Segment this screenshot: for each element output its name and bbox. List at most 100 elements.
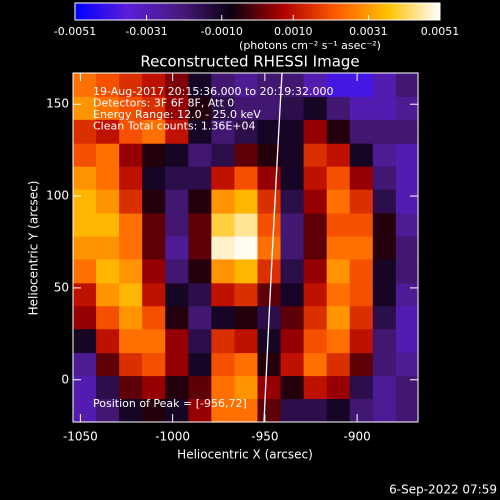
heatmap-cell <box>73 166 97 191</box>
heatmap-cell <box>395 376 419 400</box>
heatmap-cell <box>165 189 189 215</box>
heatmap-cell <box>142 213 166 238</box>
heatmap-cell <box>280 376 305 400</box>
heatmap-cell <box>303 236 328 261</box>
plot-frame <box>72 72 419 423</box>
heatmap-cell <box>257 166 282 191</box>
heatmap-cell <box>234 283 259 307</box>
heatmap-cell <box>211 119 236 145</box>
heatmap-cell <box>257 329 282 354</box>
heatmap-cell <box>211 399 236 423</box>
heatmap-cell <box>326 73 351 98</box>
heatmap-cell <box>372 236 397 261</box>
heatmap-cell <box>165 143 189 168</box>
heatmap-cell <box>303 283 328 307</box>
heatmap-cell <box>303 96 328 121</box>
heatmap-cell <box>96 236 120 261</box>
heatmap-cell <box>326 283 351 307</box>
y-tick-label: 150 <box>46 97 69 111</box>
heatmap-cell <box>349 376 374 400</box>
heatmap-cell <box>73 143 97 168</box>
heatmap-cell <box>326 213 351 238</box>
heatmap-cell <box>234 236 259 261</box>
heatmap-cell <box>280 236 305 261</box>
heatmap-cell <box>211 96 236 121</box>
heatmap-cell <box>349 306 374 330</box>
heatmap-cell <box>119 189 143 215</box>
heatmap-cell <box>395 213 419 238</box>
heatmap-cell <box>234 73 259 98</box>
heatmap-cell <box>372 143 397 168</box>
heatmap-cell <box>234 213 259 238</box>
heatmap-cell <box>188 353 212 377</box>
heatmap-cell <box>142 166 166 191</box>
heatmap-cell <box>372 166 397 191</box>
heatmap-cell <box>73 259 97 284</box>
heatmap-cell <box>119 399 143 423</box>
heatmap-cell <box>142 96 166 121</box>
heatmap-cell <box>142 399 166 423</box>
heatmap-cell <box>211 283 236 307</box>
heatmap-cell <box>142 376 166 400</box>
heatmap-cell <box>211 189 236 215</box>
heatmap-cell <box>372 306 397 330</box>
heatmap-cell <box>349 119 374 145</box>
heatmap-cell <box>303 376 328 400</box>
colorbar-tick-label: -0.0051 <box>54 25 96 38</box>
heatmap-cell <box>96 376 120 400</box>
heatmap-cell <box>349 236 374 261</box>
heatmap-cell <box>119 73 143 98</box>
heatmap-cell <box>395 306 419 330</box>
x-axis-label: Heliocentric X (arcsec) <box>177 448 313 462</box>
heatmap-cell <box>280 189 305 215</box>
heatmap-cell <box>211 213 236 238</box>
heatmap-cell <box>73 189 97 215</box>
heatmap-cell <box>119 213 143 238</box>
heatmap-cell <box>211 353 236 377</box>
heatmap-cell <box>372 189 397 215</box>
heatmap-cell <box>395 143 419 168</box>
heatmap-cell <box>280 119 305 145</box>
heatmap-cell <box>326 353 351 377</box>
heatmap-cell <box>234 119 259 145</box>
heatmap-cell <box>349 353 374 377</box>
heatmap-cell <box>73 96 97 121</box>
heatmap-cell <box>257 283 282 307</box>
heatmap-cell <box>395 96 419 121</box>
heatmap-cell <box>326 236 351 261</box>
heatmap-cell <box>165 306 189 330</box>
heatmap-cell <box>188 213 212 238</box>
heatmap-cell <box>73 73 97 98</box>
heatmap-cell <box>211 143 236 168</box>
heatmap-cell <box>280 96 305 121</box>
heatmap-cell <box>188 283 212 307</box>
heatmap-cell <box>73 119 97 145</box>
heatmap-cell <box>119 376 143 400</box>
heatmap-cell <box>96 143 120 168</box>
heatmap-cell <box>119 329 143 354</box>
heatmap-cell <box>188 143 212 168</box>
heatmap-cell <box>280 73 305 98</box>
heatmap-cell <box>188 189 212 215</box>
heatmap-cell <box>73 399 97 423</box>
heatmap-cell <box>73 283 97 307</box>
heatmap-cell <box>372 73 397 98</box>
colorbar-tick-label: 0.0051 <box>421 25 460 38</box>
heatmap-cell <box>257 73 282 98</box>
heatmap-cell <box>188 96 212 121</box>
heatmap-cell <box>257 259 282 284</box>
heatmap-cell <box>119 166 143 191</box>
heatmap-cell <box>211 259 236 284</box>
heatmap-cell <box>303 189 328 215</box>
info-annotation: Clean Total counts: 1.36E+04 <box>93 120 256 133</box>
heatmap-cell <box>303 329 328 354</box>
heatmap-cell <box>142 236 166 261</box>
colorbar-tick-label: 0.0031 <box>349 25 388 38</box>
heatmap-cell <box>372 376 397 400</box>
heatmap-cell <box>142 259 166 284</box>
heatmap-cell <box>326 306 351 330</box>
heatmap-cell <box>211 306 236 330</box>
heatmap-cells <box>73 73 419 423</box>
heatmap-cell <box>395 353 419 377</box>
heatmap-cell <box>395 236 419 261</box>
